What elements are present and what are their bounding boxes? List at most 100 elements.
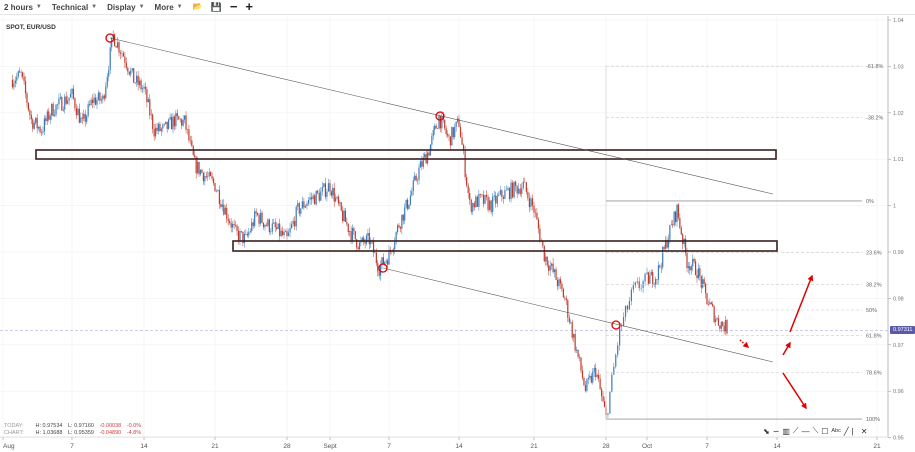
line-tool-icon[interactable]: ╱ xyxy=(843,426,849,436)
candle-body xyxy=(552,263,554,273)
fib-level-label: 23.6% xyxy=(866,250,882,256)
candle-body xyxy=(227,218,229,221)
candle-body xyxy=(232,223,234,228)
candle-body xyxy=(539,228,541,242)
candle-body xyxy=(381,257,383,266)
candle-body xyxy=(570,322,572,323)
chart-label: CHART: xyxy=(4,430,24,436)
candle-body xyxy=(562,289,564,298)
candle-body xyxy=(106,76,108,87)
candle-body xyxy=(122,53,125,57)
stats-chart: CHART: H: 1.03688 L: 0.95359 -0.04890 -4… xyxy=(4,430,145,437)
projection-arrow xyxy=(789,274,814,333)
curve-tool-icon[interactable]: ∽ xyxy=(772,426,780,436)
candle-body xyxy=(58,98,60,105)
candle-body xyxy=(56,104,59,105)
candle-body xyxy=(548,265,550,271)
candle-body xyxy=(518,188,520,194)
candle-body xyxy=(186,129,189,130)
candle-body xyxy=(329,183,331,192)
candle-body xyxy=(49,115,51,120)
candle-body xyxy=(46,111,48,122)
zoom-out-icon[interactable]: − xyxy=(229,0,238,14)
candle-body xyxy=(640,287,642,289)
candle-body xyxy=(108,70,110,77)
candle-body xyxy=(304,205,307,208)
resistance-box xyxy=(35,149,777,160)
arrow-tool-icon[interactable]: ⬊ xyxy=(763,426,770,436)
zoom-in-icon[interactable]: + xyxy=(245,0,253,14)
candle-body xyxy=(115,46,117,48)
candle-body xyxy=(630,289,632,302)
candle-body xyxy=(248,232,250,236)
fan-tool-icon[interactable]: ⟋ xyxy=(792,426,799,435)
candle-body xyxy=(654,279,657,285)
y-tick-label: 1.04 xyxy=(893,18,904,24)
candle-body xyxy=(670,224,672,226)
interval-dropdown[interactable]: 2 hours ▼ xyxy=(4,3,42,12)
folder-open-icon[interactable]: 📂 xyxy=(192,2,203,11)
candle-body xyxy=(156,127,158,131)
candle-body xyxy=(188,129,190,141)
candle-body xyxy=(445,128,447,134)
chart-low: L: 0.95359 xyxy=(67,430,94,436)
candle-body xyxy=(515,181,517,187)
candle-body xyxy=(137,75,139,86)
fib-tool-icon[interactable]: ▥ xyxy=(782,426,790,436)
text-tool-icon[interactable]: Abc xyxy=(831,428,841,434)
x-tick-label: 7 xyxy=(387,443,391,450)
x-tick-label: 21 xyxy=(530,443,538,450)
candle-body xyxy=(590,375,592,383)
candle-body xyxy=(274,222,276,228)
technical-dropdown[interactable]: Technical ▼ xyxy=(52,3,97,12)
candle-body xyxy=(699,268,701,277)
y-tick-label: 0.96 xyxy=(893,389,904,395)
candle-body xyxy=(258,215,260,224)
candle-body xyxy=(454,127,456,138)
candle-body xyxy=(461,137,463,145)
candle-body xyxy=(273,222,275,224)
horizontal-line-tool-icon[interactable]: — xyxy=(801,426,810,436)
candle-body xyxy=(416,179,419,181)
candle-body xyxy=(131,68,133,71)
candle-body xyxy=(411,191,413,196)
candles xyxy=(11,30,728,419)
candle-body xyxy=(262,222,265,228)
candle-body xyxy=(434,125,436,130)
close-icon[interactable]: ✕ xyxy=(860,426,868,436)
candle-body xyxy=(452,127,454,138)
candle-body xyxy=(229,220,231,224)
candle-body xyxy=(692,259,694,267)
x-tick-label: 21 xyxy=(211,443,219,450)
candle-body xyxy=(249,231,251,233)
candle-body xyxy=(32,119,34,129)
candle-body xyxy=(20,72,22,73)
candle-body xyxy=(221,204,223,207)
rectangle-tool-icon[interactable]: ☐ xyxy=(821,426,829,436)
candle-body xyxy=(504,190,506,199)
candle-body xyxy=(220,204,222,207)
candle-body xyxy=(634,282,636,286)
candle-body xyxy=(358,242,361,250)
candle-body xyxy=(276,227,278,229)
candle-body xyxy=(379,265,382,276)
candle-body xyxy=(97,92,100,100)
candle-body xyxy=(245,233,247,235)
display-dropdown[interactable]: Display ▼ xyxy=(107,3,144,12)
candle-body xyxy=(254,211,256,227)
candle-body xyxy=(431,136,433,145)
candle-body xyxy=(374,252,376,254)
candle-body xyxy=(495,195,497,204)
candle-body xyxy=(439,115,442,129)
more-dropdown[interactable]: More ▼ xyxy=(155,3,183,12)
trendline-tool-icon[interactable]: ⟍ xyxy=(812,426,819,435)
today-change: -0.00038 xyxy=(99,423,122,429)
candle-body xyxy=(265,224,268,226)
candle-body xyxy=(242,231,244,244)
candle-body xyxy=(628,301,631,310)
save-icon[interactable]: 💾 xyxy=(210,2,222,12)
candle-body xyxy=(279,223,281,237)
candle-body xyxy=(528,198,531,208)
candle-body xyxy=(324,183,326,197)
